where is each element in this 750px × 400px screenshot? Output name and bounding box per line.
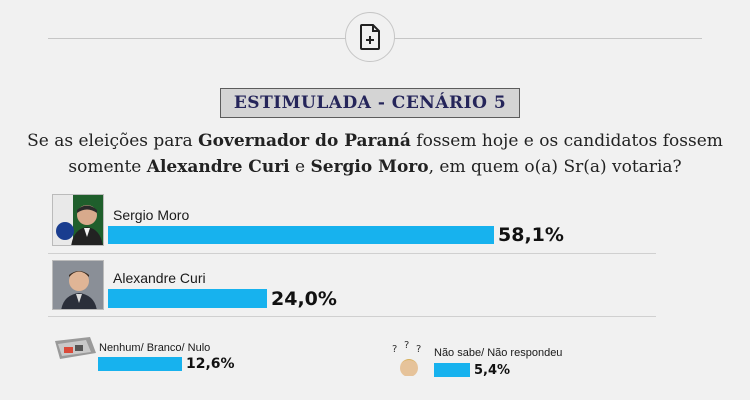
value-label: 24,0% (271, 288, 337, 310)
avatar-sergio-moro (52, 194, 104, 246)
bar-label: Sergio Moro (113, 207, 190, 223)
ballot-box-icon (52, 333, 98, 363)
question-text: Se as eleições para Governador do Paraná… (27, 131, 723, 177)
bar-nenhum-branco-nulo (98, 357, 182, 371)
value-label: 58,1% (498, 224, 564, 246)
svg-text:?: ? (404, 340, 409, 351)
row-divider (48, 253, 656, 254)
undecided-voter-icon: ? ? ? (389, 340, 429, 376)
bar-label: Não sabe/ Não respondeu (434, 347, 563, 359)
bar-nao-sabe (434, 363, 470, 377)
svg-text:?: ? (416, 344, 421, 355)
value-label: 5,4% (474, 363, 511, 378)
value-label: 12,6% (186, 356, 235, 372)
scenario-heading: ESTIMULADA - CENÁRIO 5 (220, 88, 520, 118)
bar-label: Nenhum/ Branco/ Nulo (99, 342, 211, 354)
bar-alexandre-curi (108, 289, 267, 308)
avatar-alexandre-curi (52, 260, 104, 310)
svg-text:?: ? (392, 344, 397, 355)
bar-label: Alexandre Curi (113, 270, 206, 286)
document-plus-icon (345, 12, 395, 62)
row-divider (48, 316, 656, 317)
bar-sergio-moro (108, 226, 494, 244)
